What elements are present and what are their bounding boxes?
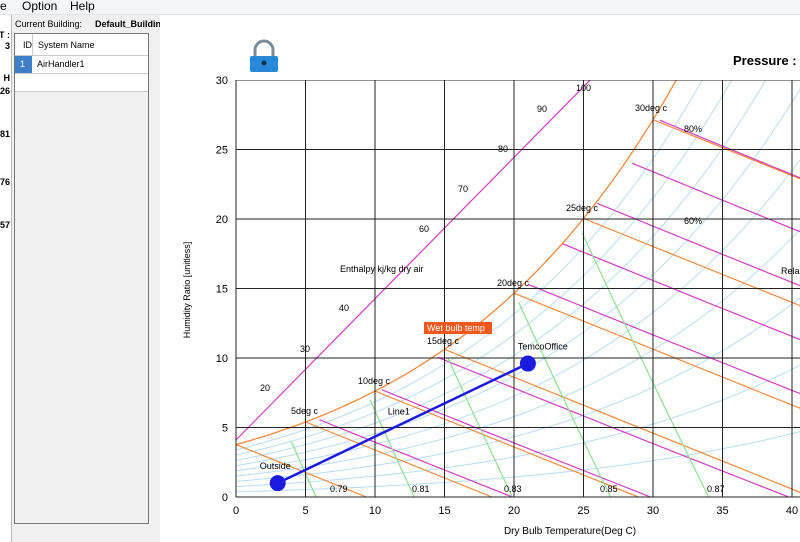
menu-item[interactable]: Option (22, 0, 58, 13)
enthalpy-line (527, 283, 800, 395)
building-value: Default_Building (95, 19, 167, 29)
volume-label: 0.83 (504, 484, 522, 494)
y-axis-title: Humidity Ratio [unitless] (182, 242, 192, 339)
rh-label: Rela (781, 266, 800, 276)
x-tick-label: 10 (369, 505, 381, 517)
table-row[interactable] (15, 74, 148, 92)
y-tick-label: 25 (216, 145, 228, 157)
wet-bulb-line (583, 217, 800, 307)
side-text: T : (0, 30, 10, 40)
temperature-label: 10deg c (358, 376, 391, 386)
lock-icon[interactable] (250, 39, 278, 72)
point-label: Outside (260, 461, 291, 471)
system-table: ID System Name 1 AirHandler1 (14, 33, 149, 524)
y-tick-label: 30 (216, 75, 228, 87)
y-tick-label: 20 (216, 214, 228, 226)
volume-line (581, 232, 710, 497)
saturation-curve (236, 80, 677, 446)
table-header (15, 34, 148, 56)
rh-curve (236, 80, 767, 461)
enthalpy-line (437, 356, 789, 497)
enthalpy-label: 20 (260, 383, 270, 393)
menu-item[interactable]: e (0, 0, 7, 13)
volume-line (290, 441, 317, 497)
enthalpy-line (319, 419, 513, 497)
building-label: Current Building: (15, 19, 83, 29)
rh-label: 80% (684, 124, 702, 134)
enthalpy-label: 90 (537, 104, 547, 114)
chart: 0 5 10 15 20 25 30 35 40 0 5 10 15 20 25 30 Pressure : Dr… (182, 39, 800, 537)
table-row[interactable] (15, 56, 148, 74)
side-text: 3 (4, 41, 10, 51)
volume-label: 0.85 (600, 484, 618, 494)
x-tick-label: 0 (233, 505, 239, 517)
enthalpy-label: 60 (419, 224, 429, 234)
volume-line (369, 399, 415, 497)
side-text: 76 (0, 177, 10, 187)
point-label: TemcoOffice (518, 342, 568, 352)
enthalpy-title: Enthalpy kj/kg dry air (340, 264, 424, 274)
x-axis-title: Dry Bulb Temperature(Deg C) (504, 526, 636, 537)
x-tick-label: 20 (508, 505, 520, 517)
temperature-label: 15deg c (427, 336, 460, 346)
wet-bulb-line (305, 421, 493, 497)
temperature-label: 25deg c (566, 203, 599, 213)
side-text: 26 (0, 86, 10, 96)
enthalpy-line (631, 162, 800, 233)
enthalpy-line (381, 389, 651, 497)
wet-bulb-line (652, 119, 800, 180)
x-tick-label: 25 (577, 505, 589, 517)
x-tick-label: 40 (786, 505, 798, 517)
menu-bar: e Option Help (0, 0, 800, 15)
side-panel (0, 15, 12, 542)
cell: 1 (20, 59, 26, 69)
volume-label: 0.81 (412, 484, 430, 494)
cell[interactable]: AirHandler1 (37, 59, 85, 69)
wet-bulb-badge (424, 322, 492, 334)
y-tick-label: 10 (216, 353, 228, 365)
column-header: System Name (38, 40, 95, 50)
wet-bulb-line (513, 292, 800, 409)
enthalpy-label: 40 (339, 303, 349, 313)
temperature-label: 20deg c (497, 278, 530, 288)
menu-item[interactable]: Help (70, 0, 95, 13)
x-tick-label: 5 (302, 505, 308, 517)
enthalpy-label: 80 (498, 144, 508, 154)
enthalpy-label: 30 (300, 344, 310, 354)
wet-bulb-line (444, 348, 800, 493)
rh-curve (236, 80, 733, 456)
side-text: .81 (0, 129, 10, 139)
x-tick-label: 30 (647, 505, 659, 517)
column-header: ID (23, 40, 32, 50)
x-tick-label: 15 (438, 505, 450, 517)
rh-curve (236, 80, 703, 451)
series-name: Line1 (388, 406, 410, 416)
y-tick-label: 15 (216, 284, 228, 296)
temperature-label: 30deg c (635, 103, 668, 113)
point (519, 355, 536, 372)
point (269, 475, 286, 492)
enthalpy-scale-line (236, 80, 592, 441)
series-line (277, 362, 529, 485)
volume-label: 0.87 (707, 484, 725, 494)
row-selected (15, 56, 32, 73)
enthalpy-label: 100 (576, 83, 591, 93)
rh-label: 60% (684, 216, 702, 226)
side-text: 57 (0, 220, 10, 230)
x-tick-label: 35 (716, 505, 728, 517)
y-tick-label: 0 (222, 492, 228, 504)
volume-line (518, 302, 612, 497)
enthalpy-label: 70 (458, 184, 468, 194)
rh-curve (236, 158, 800, 472)
wet-bulb-line (374, 390, 639, 497)
side-text: H (3, 73, 11, 83)
y-tick-label: 5 (222, 423, 228, 435)
temperature-label: 5deg c (291, 406, 319, 416)
wet-bulb-title: Wet bulb temp (427, 323, 485, 333)
volume-label: 0.79 (330, 484, 348, 494)
enthalpy-line (562, 243, 800, 341)
chart-title: Pressure : (733, 53, 797, 68)
